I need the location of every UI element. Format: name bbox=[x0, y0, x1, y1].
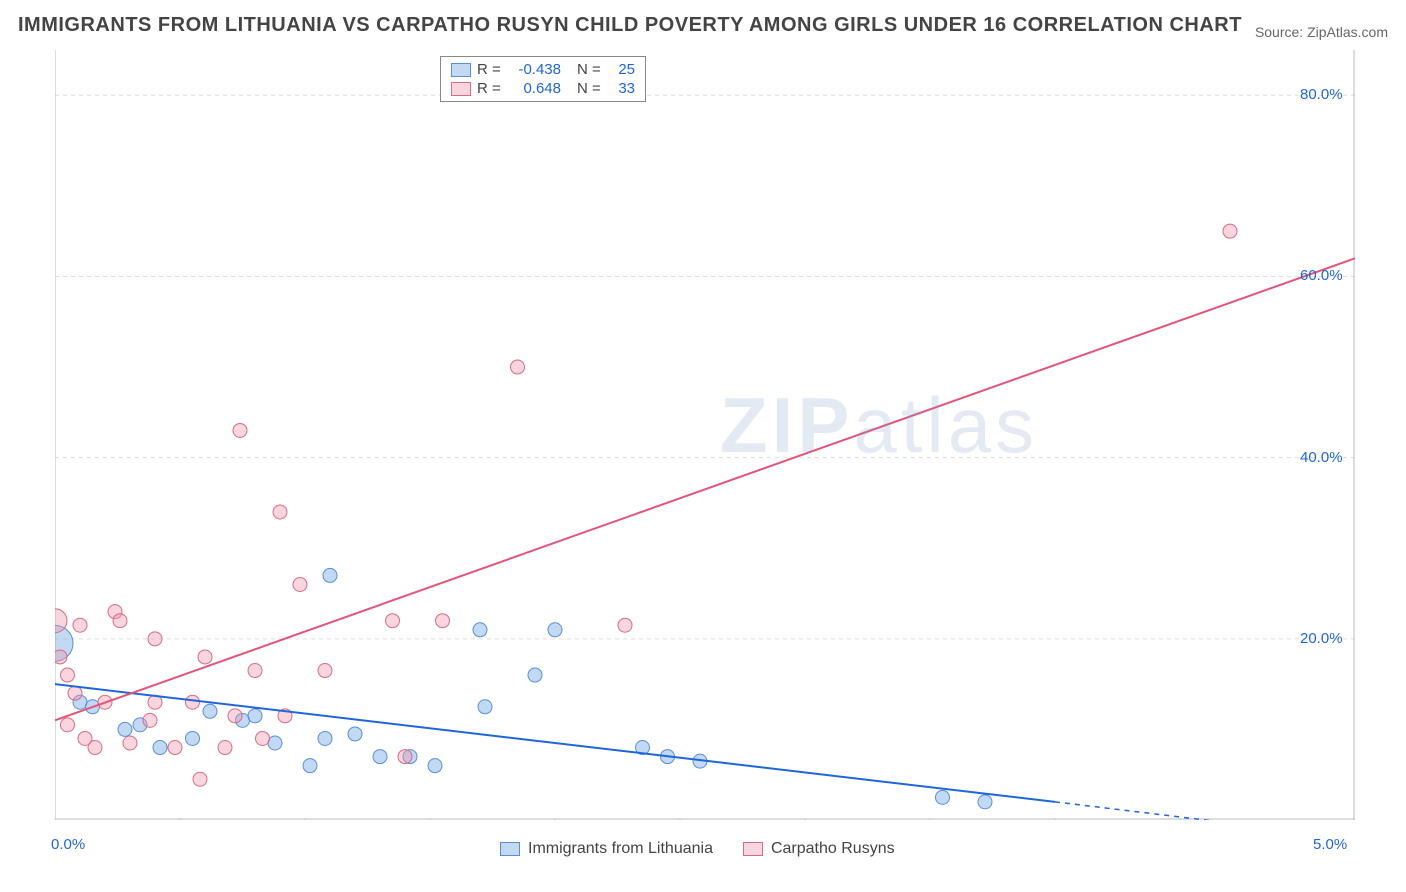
stat-R-label: R = bbox=[477, 80, 505, 97]
legend-item: Immigrants from Lithuania bbox=[500, 840, 713, 858]
stat-R-label: R = bbox=[477, 61, 505, 78]
scatter-point bbox=[203, 704, 217, 718]
y-tick-label: 80.0% bbox=[1300, 86, 1343, 103]
series-legend: Immigrants from Lithuania Carpatho Rusyns bbox=[500, 840, 895, 858]
scatter-point bbox=[118, 722, 132, 736]
scatter-point bbox=[318, 731, 332, 745]
stats-legend-row: R = -0.438 N = 25 bbox=[451, 61, 635, 78]
scatter-point bbox=[153, 741, 167, 755]
scatter-point bbox=[1223, 224, 1237, 238]
legend-swatch bbox=[451, 63, 471, 77]
scatter-point bbox=[73, 618, 87, 632]
scatter-point bbox=[373, 750, 387, 764]
scatter-plot bbox=[55, 50, 1355, 820]
scatter-point bbox=[186, 731, 200, 745]
scatter-point bbox=[88, 741, 102, 755]
trend-line-extrapolated bbox=[1055, 802, 1355, 820]
scatter-point bbox=[61, 718, 75, 732]
correlation-stats-legend: R = -0.438 N = 25 R = 0.648 N = 33 bbox=[440, 56, 646, 102]
scatter-point bbox=[248, 664, 262, 678]
chart-title: IMMIGRANTS FROM LITHUANIA VS CARPATHO RU… bbox=[18, 14, 1242, 37]
source-prefix: Source: bbox=[1255, 24, 1307, 40]
legend-item: Carpatho Rusyns bbox=[743, 840, 895, 858]
scatter-point bbox=[186, 695, 200, 709]
x-start-label: 0.0% bbox=[51, 836, 85, 853]
scatter-point bbox=[273, 505, 287, 519]
stat-N-value: 33 bbox=[611, 80, 635, 97]
y-tick-label: 20.0% bbox=[1300, 630, 1343, 647]
stat-N-label: N = bbox=[577, 80, 605, 97]
stat-R-value: 0.648 bbox=[511, 80, 561, 97]
scatter-point bbox=[511, 360, 525, 374]
scatter-point bbox=[528, 668, 542, 682]
scatter-point bbox=[386, 614, 400, 628]
scatter-point bbox=[113, 614, 127, 628]
scatter-point bbox=[218, 741, 232, 755]
scatter-point bbox=[198, 650, 212, 664]
scatter-point bbox=[268, 736, 282, 750]
scatter-point bbox=[233, 423, 247, 437]
x-end-label: 5.0% bbox=[1313, 836, 1347, 853]
scatter-point bbox=[228, 709, 242, 723]
scatter-point bbox=[303, 759, 317, 773]
scatter-point bbox=[55, 650, 67, 664]
scatter-point bbox=[193, 772, 207, 786]
scatter-point bbox=[293, 577, 307, 591]
scatter-point bbox=[548, 623, 562, 637]
scatter-point bbox=[428, 759, 442, 773]
scatter-point bbox=[473, 623, 487, 637]
y-tick-label: 60.0% bbox=[1300, 267, 1343, 284]
scatter-point bbox=[68, 686, 82, 700]
scatter-point bbox=[436, 614, 450, 628]
scatter-point bbox=[248, 709, 262, 723]
legend-swatch bbox=[743, 842, 763, 856]
scatter-point bbox=[978, 795, 992, 809]
legend-label: Immigrants from Lithuania bbox=[528, 840, 713, 858]
scatter-point bbox=[143, 713, 157, 727]
scatter-point bbox=[148, 632, 162, 646]
scatter-point bbox=[168, 741, 182, 755]
scatter-point bbox=[318, 664, 332, 678]
scatter-point bbox=[936, 790, 950, 804]
scatter-point bbox=[123, 736, 137, 750]
source-link[interactable]: ZipAtlas.com bbox=[1307, 24, 1388, 40]
stat-N-value: 25 bbox=[611, 61, 635, 78]
scatter-point bbox=[348, 727, 362, 741]
stats-legend-row: R = 0.648 N = 33 bbox=[451, 80, 635, 97]
stat-N-label: N = bbox=[577, 61, 605, 78]
trend-line bbox=[55, 258, 1355, 720]
scatter-point bbox=[323, 568, 337, 582]
y-tick-label: 40.0% bbox=[1300, 449, 1343, 466]
scatter-point bbox=[478, 700, 492, 714]
scatter-point bbox=[618, 618, 632, 632]
scatter-point bbox=[256, 731, 270, 745]
source-attribution: Source: ZipAtlas.com bbox=[1255, 24, 1388, 40]
stat-R-value: -0.438 bbox=[511, 61, 561, 78]
legend-label: Carpatho Rusyns bbox=[771, 840, 895, 858]
legend-swatch bbox=[451, 82, 471, 96]
scatter-point bbox=[398, 750, 412, 764]
scatter-point bbox=[61, 668, 75, 682]
legend-swatch bbox=[500, 842, 520, 856]
